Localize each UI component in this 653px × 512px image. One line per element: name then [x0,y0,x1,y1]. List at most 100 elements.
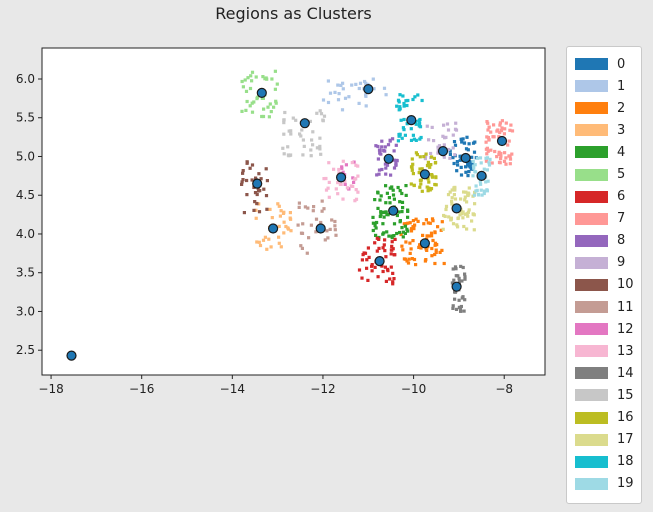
data-point [497,152,501,156]
legend-item: 19 [575,473,641,495]
data-point [403,231,407,235]
data-point [376,191,380,195]
data-point [497,150,501,154]
data-point [398,107,402,111]
data-point [430,174,434,178]
data-point [498,161,502,165]
data-point [453,188,457,192]
data-point [458,306,462,310]
data-point [380,145,384,149]
data-point [430,234,434,238]
data-point [418,121,422,125]
data-point [323,238,327,242]
data-point [379,212,383,217]
data-point [504,121,508,125]
legend-label: 1 [617,78,626,94]
data-point [472,228,476,232]
data-point [333,90,337,94]
data-point [379,210,383,214]
legend-item: 8 [575,230,641,252]
data-point [321,98,326,102]
legend-item: 13 [575,340,641,362]
centroids-layer [66,83,508,361]
data-point [360,276,364,280]
data-point [345,186,349,190]
centroid-marker [451,203,462,214]
data-point [408,251,412,255]
data-point [364,104,368,108]
data-point [436,151,440,155]
data-point [398,93,402,97]
data-point [384,255,388,259]
data-point [433,252,437,257]
data-point [241,171,245,175]
data-point [282,220,286,224]
data-point [431,219,435,223]
data-point [419,182,423,186]
data-point [457,298,461,302]
data-point [354,197,359,201]
data-point [462,309,466,313]
data-point [286,153,290,157]
data-point [408,221,412,225]
data-point [370,264,374,268]
data-point [333,219,337,224]
data-point [354,177,358,181]
data-point [485,120,489,124]
data-point [385,212,389,217]
data-point [409,247,413,251]
data-point [451,267,455,271]
data-point [403,133,407,137]
data-point [466,191,470,195]
data-point [459,264,463,268]
data-point [495,155,499,159]
data-point [357,101,361,105]
data-point [404,99,408,103]
data-point [425,163,430,168]
centroid-marker [451,281,462,292]
data-point [500,126,504,130]
data-point [426,160,430,164]
data-point [406,229,410,233]
data-point [397,134,401,138]
data-point [311,209,315,213]
data-point [273,69,277,73]
centroid-marker [406,114,417,126]
data-point [413,95,417,99]
data-point [261,75,265,79]
data-point [384,184,388,188]
y-tick-label: 2.5 [16,343,35,357]
data-point [451,304,455,308]
data-point [465,200,469,204]
data-point [387,234,391,238]
data-point [503,127,507,131]
data-point [306,206,310,210]
data-point [459,304,463,309]
data-point [401,206,405,210]
data-point [471,159,475,163]
data-point [414,122,418,126]
data-point [277,224,281,228]
data-point [473,202,477,206]
data-point [498,123,502,127]
data-point [324,176,328,181]
data-point [373,265,377,269]
data-point [297,205,301,209]
data-point [248,86,253,91]
data-point [438,250,442,254]
centroid-marker [315,223,326,234]
data-point [352,160,356,164]
data-point [351,176,355,180]
data-point [240,109,244,113]
data-point [457,279,461,283]
data-point [376,157,380,161]
data-point [392,277,396,281]
data-point [245,161,249,165]
data-point [365,258,369,262]
data-point [459,137,463,141]
data-point [411,162,415,166]
data-point [405,103,409,108]
data-point [448,149,452,153]
data-point [378,198,382,202]
data-point [250,110,255,114]
